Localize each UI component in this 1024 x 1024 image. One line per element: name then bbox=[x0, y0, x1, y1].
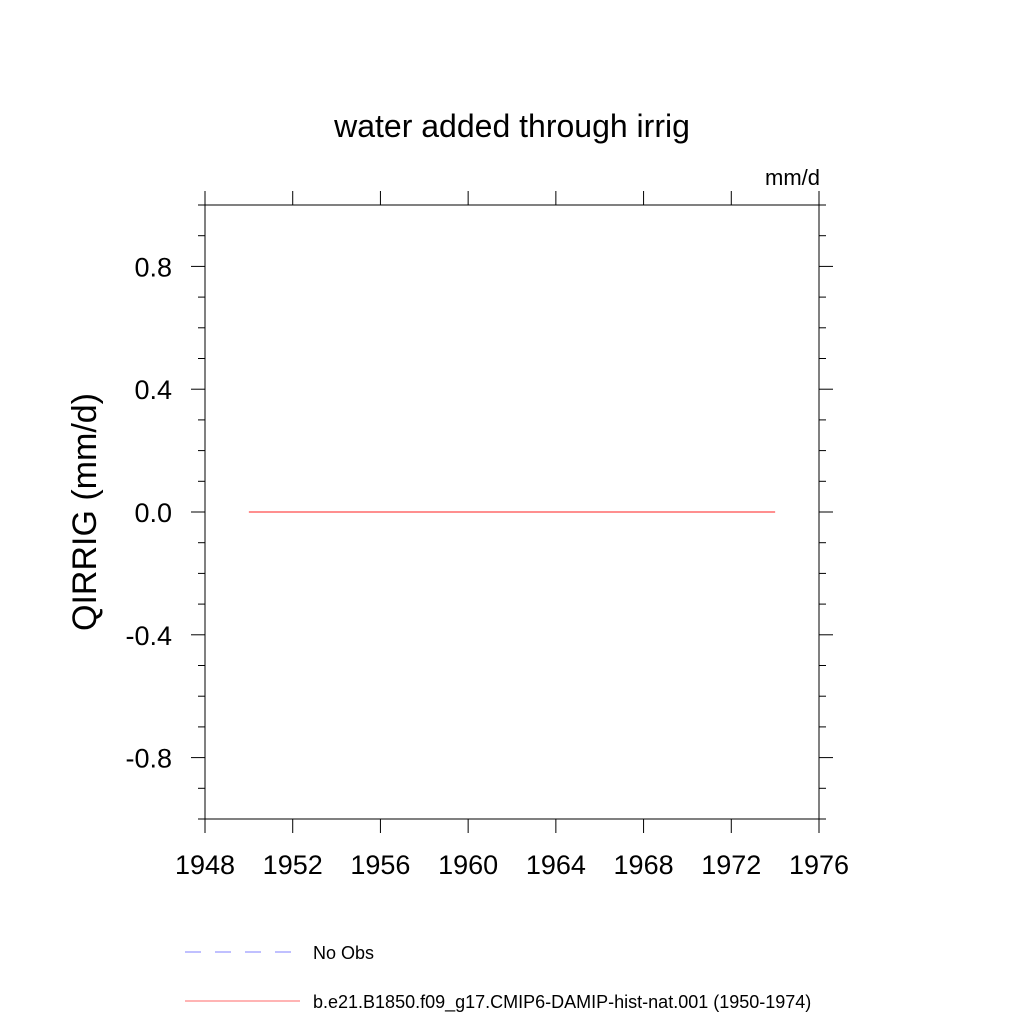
x-tick-label: 1960 bbox=[438, 850, 498, 880]
axis-tick-labels: 1948 1952 1956 1960 1964 1968 1972 1976 -0.8 -0.4… bbox=[125, 252, 849, 880]
axis-ticks bbox=[191, 191, 833, 833]
y-tick-label: 0.0 bbox=[134, 498, 172, 528]
y-tick-label: 0.4 bbox=[134, 375, 172, 405]
units-label: mm/d bbox=[765, 165, 820, 190]
x-tick-label: 1956 bbox=[350, 850, 410, 880]
x-tick-label: 1948 bbox=[175, 850, 235, 880]
chart-title: water added through irrig bbox=[333, 108, 690, 144]
x-tick-label: 1964 bbox=[526, 850, 586, 880]
x-tick-label: 1968 bbox=[614, 850, 674, 880]
legend-label: b.e21.B1850.f09_g17.CMIP6-DAMIP-hist-nat… bbox=[313, 992, 811, 1013]
x-tick-label: 1976 bbox=[789, 850, 849, 880]
x-tick-label: 1952 bbox=[263, 850, 323, 880]
y-axis-label: QIRRIG (mm/d) bbox=[66, 393, 104, 631]
y-tick-label: -0.8 bbox=[125, 744, 172, 774]
y-tick-label: -0.4 bbox=[125, 621, 172, 651]
legend: No Obs b.e21.B1850.f09_g17.CMIP6-DAMIP-hi… bbox=[185, 943, 811, 1013]
x-tick-label: 1972 bbox=[701, 850, 761, 880]
legend-label: No Obs bbox=[313, 943, 374, 963]
y-tick-label: 0.8 bbox=[134, 252, 172, 282]
